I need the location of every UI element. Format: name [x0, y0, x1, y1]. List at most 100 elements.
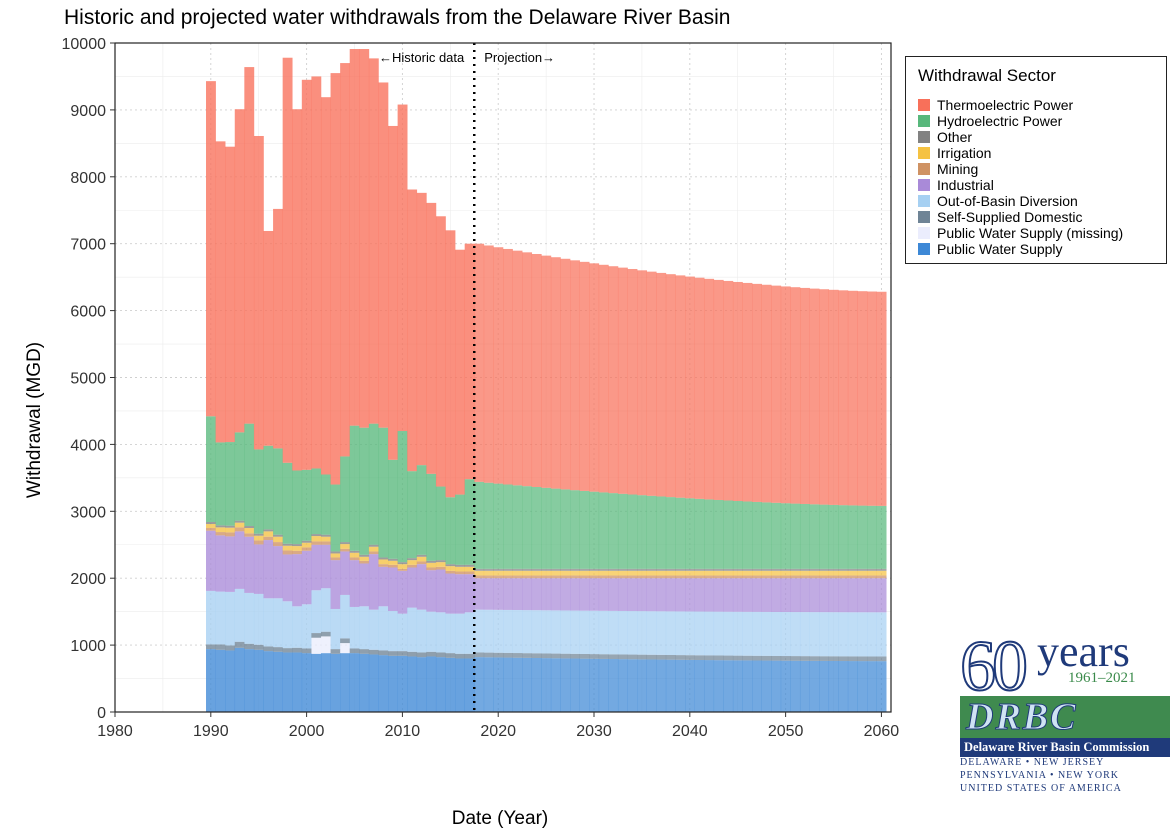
- projection-segment-industrial: [474, 578, 485, 610]
- bar-segment-mining: [455, 571, 465, 575]
- projection-segment-thermoelectric-power: [838, 290, 849, 506]
- bar-segment-public-water-supply: [359, 653, 370, 712]
- projection-segment-self-supplied-domestic: [752, 655, 762, 661]
- y-tick-label: 2000: [70, 571, 106, 588]
- projection-segment-hydroelectric-power: [512, 485, 523, 569]
- projection-segment-self-supplied-domestic: [627, 654, 638, 660]
- bar-segment-public-water-supply: [244, 649, 255, 712]
- x-tick-label: 2040: [672, 723, 708, 740]
- projection-segment-public-water-supply: [723, 660, 734, 712]
- legend-swatch: [918, 131, 930, 143]
- projection-segment-industrial: [589, 578, 600, 611]
- bar-segment-irrigation: [426, 562, 437, 568]
- projection-segment-mining: [627, 575, 638, 579]
- projection-segment-industrial: [694, 578, 705, 612]
- projection-segment-public-water-supply: [637, 659, 648, 712]
- projection-segment-other: [790, 568, 801, 571]
- projection-segment-mining: [598, 575, 609, 579]
- projection-segment-industrial: [512, 578, 523, 611]
- projection-segment-out-of-basin-diversion: [752, 611, 762, 656]
- bar-segment-mining: [368, 551, 379, 555]
- projection-segment-hydroelectric-power: [732, 500, 743, 569]
- legend-label: Public Water Supply (missing): [937, 225, 1124, 241]
- bar-segment-hydroelectric-power: [282, 462, 293, 544]
- bar-segment-thermoelectric-power: [388, 125, 398, 460]
- projection-annotation: Projection→: [484, 50, 555, 65]
- projection-segment-mining: [483, 575, 494, 579]
- projection-segment-hydroelectric-power: [665, 497, 676, 569]
- projection-segment-other: [656, 568, 667, 571]
- projection-segment-out-of-basin-diversion: [847, 612, 858, 657]
- bar-segment-irrigation: [359, 556, 370, 561]
- bar-segment-thermoelectric-power: [340, 63, 351, 457]
- bar-segment-self-supplied-domestic: [445, 653, 456, 658]
- bar-segment-mining: [301, 547, 312, 551]
- projection-segment-hydroelectric-power: [503, 484, 513, 569]
- y-tick-label: 10000: [62, 36, 107, 53]
- projection-segment-hydroelectric-power: [656, 496, 667, 569]
- bar-segment-out-of-basin-diversion: [263, 598, 274, 647]
- projection-segment-self-supplied-domestic: [809, 656, 820, 661]
- projection-segment-irrigation: [780, 570, 791, 576]
- withdrawal-chart: ←Historic data Projection→ 0 1000 2000 3000 40…: [62, 36, 900, 740]
- projection-segment-irrigation: [819, 570, 830, 576]
- projection-segment-hydroelectric-power: [857, 505, 868, 569]
- legend-item: Public Water Supply: [918, 241, 1063, 257]
- bar-segment-industrial: [445, 573, 456, 614]
- projection-segment-self-supplied-domestic: [598, 654, 609, 659]
- projection-segment-self-supplied-domestic: [876, 656, 887, 662]
- projection-segment-self-supplied-domestic: [723, 655, 734, 661]
- x-tick-label: 1990: [193, 723, 229, 740]
- logo-states-line-1: DELAWARE • NEW JERSEY: [960, 757, 1105, 768]
- projection-segment-hydroelectric-power: [876, 505, 887, 569]
- bar-segment-hydroelectric-power: [407, 471, 418, 559]
- bar-segment-industrial: [273, 546, 283, 599]
- logo-anniversary-number: 60: [959, 626, 1029, 706]
- projection-segment-mining: [704, 575, 715, 579]
- projection-segment-mining: [685, 575, 695, 579]
- bar-segment-public-water-supply: [273, 651, 283, 712]
- legend-label: Hydroelectric Power: [937, 113, 1063, 129]
- bar-segment-mining: [435, 566, 446, 570]
- projection-segment-thermoelectric-power: [608, 266, 619, 494]
- projection-segment-thermoelectric-power: [531, 253, 542, 488]
- bar-segment-public-water-supply: [435, 657, 446, 712]
- bar-segment-thermoelectric-power: [445, 230, 456, 498]
- projection-segment-irrigation: [723, 570, 734, 576]
- logo-organization-name: Delaware River Basin Commission: [960, 738, 1170, 757]
- projection-segment-mining: [522, 575, 533, 579]
- bar-segment-hydroelectric-power: [426, 473, 437, 561]
- projection-segment-public-water-supply: [876, 661, 887, 712]
- bar-segment-mining: [225, 532, 236, 537]
- projection-segment-industrial: [742, 578, 753, 612]
- projection-segment-mining: [723, 575, 734, 579]
- projection-segment-out-of-basin-diversion: [780, 612, 791, 657]
- projection-segment-irrigation: [847, 570, 858, 576]
- bar-segment-thermoelectric-power: [273, 208, 283, 449]
- projection-segment-irrigation: [704, 570, 715, 576]
- bar-segment-industrial: [397, 570, 408, 614]
- bar-segment-other: [388, 558, 398, 561]
- projection-segment-mining: [742, 575, 753, 579]
- bar-segment-self-supplied-domestic: [340, 638, 351, 644]
- projection-segment-other: [780, 568, 791, 571]
- bar-segment-other: [368, 544, 379, 547]
- projection-segment-self-supplied-domestic: [847, 656, 858, 662]
- projection-segment-thermoelectric-power: [503, 248, 513, 485]
- y-tick-label: 8000: [70, 170, 106, 187]
- bar-segment-mining: [426, 567, 437, 571]
- bar-segment-mining: [349, 557, 360, 561]
- projection-segment-industrial: [627, 578, 638, 612]
- bar-segment-industrial: [282, 554, 293, 602]
- projection-segment-irrigation: [579, 570, 590, 576]
- projection-segment-self-supplied-domestic: [761, 655, 772, 661]
- projection-segment-out-of-basin-diversion: [493, 609, 504, 653]
- projection-segment-public-water-supply: [522, 657, 533, 712]
- bar-segment-hydroelectric-power: [349, 425, 360, 551]
- bar-segment-mining: [330, 557, 341, 561]
- projection-segment-mining: [675, 575, 686, 579]
- projection-segment-other: [723, 568, 734, 571]
- bar-segment-thermoelectric-power: [464, 243, 475, 480]
- projection-segment-public-water-supply: [608, 659, 619, 712]
- legend-item: Thermoelectric Power: [918, 97, 1073, 113]
